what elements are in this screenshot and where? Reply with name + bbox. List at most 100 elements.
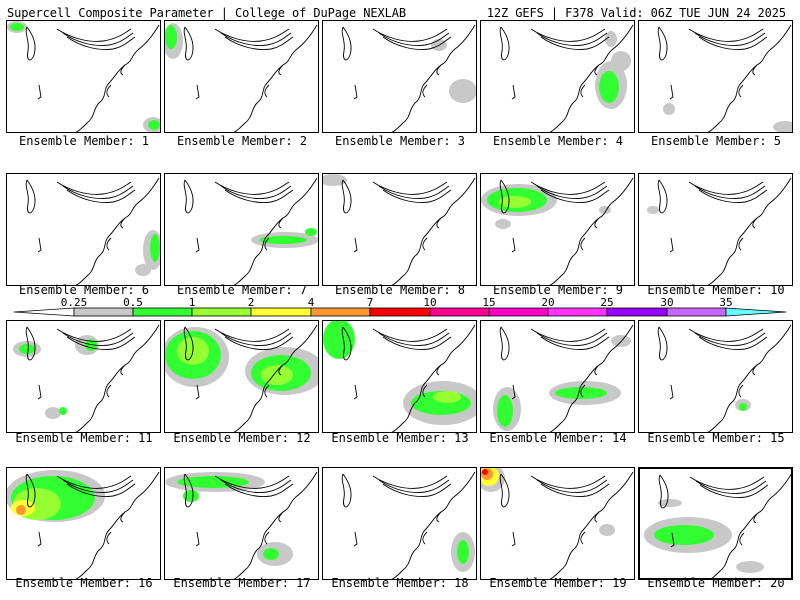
- ensemble-member-map[interactable]: [480, 467, 635, 580]
- colorbar-under-arrow: [13, 307, 75, 317]
- coastline: [540, 36, 610, 50]
- ensemble-member-map[interactable]: [480, 320, 635, 433]
- coastline: [707, 324, 792, 432]
- scp-shading: [773, 121, 792, 132]
- ensemble-member-map[interactable]: [638, 20, 793, 133]
- coastline: [195, 531, 200, 547]
- coastline: [536, 332, 608, 346]
- coastline: [707, 24, 792, 132]
- coastline: [391, 177, 476, 285]
- coastline: [372, 181, 448, 195]
- coastline: [214, 328, 290, 342]
- coastline: [120, 364, 126, 376]
- colorbar-tick-label: 0.5: [123, 296, 143, 309]
- coastline: [549, 24, 634, 132]
- scp-shading: [259, 236, 307, 244]
- ensemble-member-map[interactable]: [6, 320, 161, 433]
- coastline: [25, 473, 36, 508]
- coastline: [436, 511, 442, 523]
- colorbar-tick-label: 7: [366, 296, 374, 309]
- ensemble-member-map[interactable]: [164, 467, 319, 580]
- coastline: [391, 471, 476, 579]
- coastline: [106, 384, 112, 398]
- coastline: [688, 181, 764, 195]
- coastline: [278, 64, 284, 76]
- coastline: [183, 26, 194, 61]
- colorbar-tick-label: 1: [188, 296, 196, 309]
- coastline: [580, 237, 586, 251]
- coastline: [233, 471, 318, 579]
- coastline: [657, 326, 668, 361]
- ensemble-member-map[interactable]: [6, 467, 161, 580]
- coastline: [594, 217, 600, 229]
- ensemble-member-map[interactable]: [638, 320, 793, 433]
- coastline: [530, 181, 606, 195]
- coastline: [753, 512, 759, 524]
- ensemble-member-map[interactable]: [6, 173, 161, 286]
- ensemble-member-label: Ensemble Member: 11: [15, 431, 153, 445]
- scp-shading: [663, 103, 675, 115]
- scp-shading: [599, 524, 615, 536]
- ensemble-member-map[interactable]: [638, 467, 793, 580]
- coastline: [62, 332, 134, 346]
- coastline: [382, 336, 452, 350]
- coastline: [120, 64, 126, 76]
- colorbar-tick-label: 0.25: [60, 296, 88, 309]
- coastline: [752, 217, 758, 229]
- ensemble-member-label: Ensemble Member: 19: [489, 576, 627, 590]
- ensemble-member-map[interactable]: [322, 20, 477, 133]
- ensemble-member-label: Ensemble Member: 18: [331, 576, 469, 590]
- ensemble-member-map[interactable]: [480, 20, 635, 133]
- scp-shading: [654, 525, 714, 545]
- coastline: [499, 179, 510, 214]
- coastline: [220, 32, 292, 46]
- ensemble-member-map[interactable]: [164, 20, 319, 133]
- scp-shading: [482, 469, 488, 475]
- coastline: [382, 189, 452, 203]
- map-canvas: [13, 324, 160, 432]
- scp-shading: [736, 561, 764, 573]
- coastline: [594, 511, 600, 523]
- coastline: [106, 237, 112, 251]
- coastline: [530, 28, 606, 42]
- scp-shading: [183, 490, 199, 502]
- ensemble-member-label: Ensemble Member: 16: [15, 576, 153, 590]
- ensemble-member-map[interactable]: [322, 467, 477, 580]
- ensemble-member-map[interactable]: [164, 320, 319, 433]
- coastline: [56, 328, 132, 342]
- ensemble-member-map[interactable]: [6, 20, 161, 133]
- coastline: [511, 237, 516, 253]
- map-canvas: [323, 321, 476, 432]
- coastline: [540, 483, 610, 497]
- scp-shading: [647, 206, 659, 214]
- colorbar-segment: [310, 307, 371, 317]
- coastline: [689, 476, 765, 490]
- coastline: [657, 179, 668, 214]
- map-canvas: [165, 23, 318, 132]
- scp-shading: [177, 476, 249, 488]
- scp-shading: [433, 391, 461, 403]
- ensemble-member-map[interactable]: [322, 173, 477, 286]
- colorbar-tick-label: 4: [307, 296, 315, 309]
- coastline: [382, 483, 452, 497]
- scp-shading: [165, 25, 177, 49]
- colorbar-segment: [606, 307, 668, 317]
- scp-shading: [261, 365, 293, 385]
- coastline: [183, 326, 194, 361]
- coastline: [62, 185, 134, 199]
- colorbar-segment: [369, 307, 431, 317]
- ensemble-member-map[interactable]: [638, 173, 793, 286]
- ensemble-member-map[interactable]: [480, 173, 635, 286]
- coastline: [511, 531, 516, 547]
- ensemble-member-map[interactable]: [164, 173, 319, 286]
- map-canvas: [341, 471, 476, 579]
- ensemble-member-map[interactable]: [322, 320, 477, 433]
- coastline: [66, 189, 136, 203]
- coastline: [56, 475, 132, 489]
- coastline: [372, 328, 448, 342]
- ensemble-member-label: Ensemble Member: 4: [492, 134, 624, 148]
- coastline: [195, 384, 200, 400]
- map-canvas: [165, 471, 318, 579]
- coastline: [752, 64, 758, 76]
- coastline: [688, 328, 764, 342]
